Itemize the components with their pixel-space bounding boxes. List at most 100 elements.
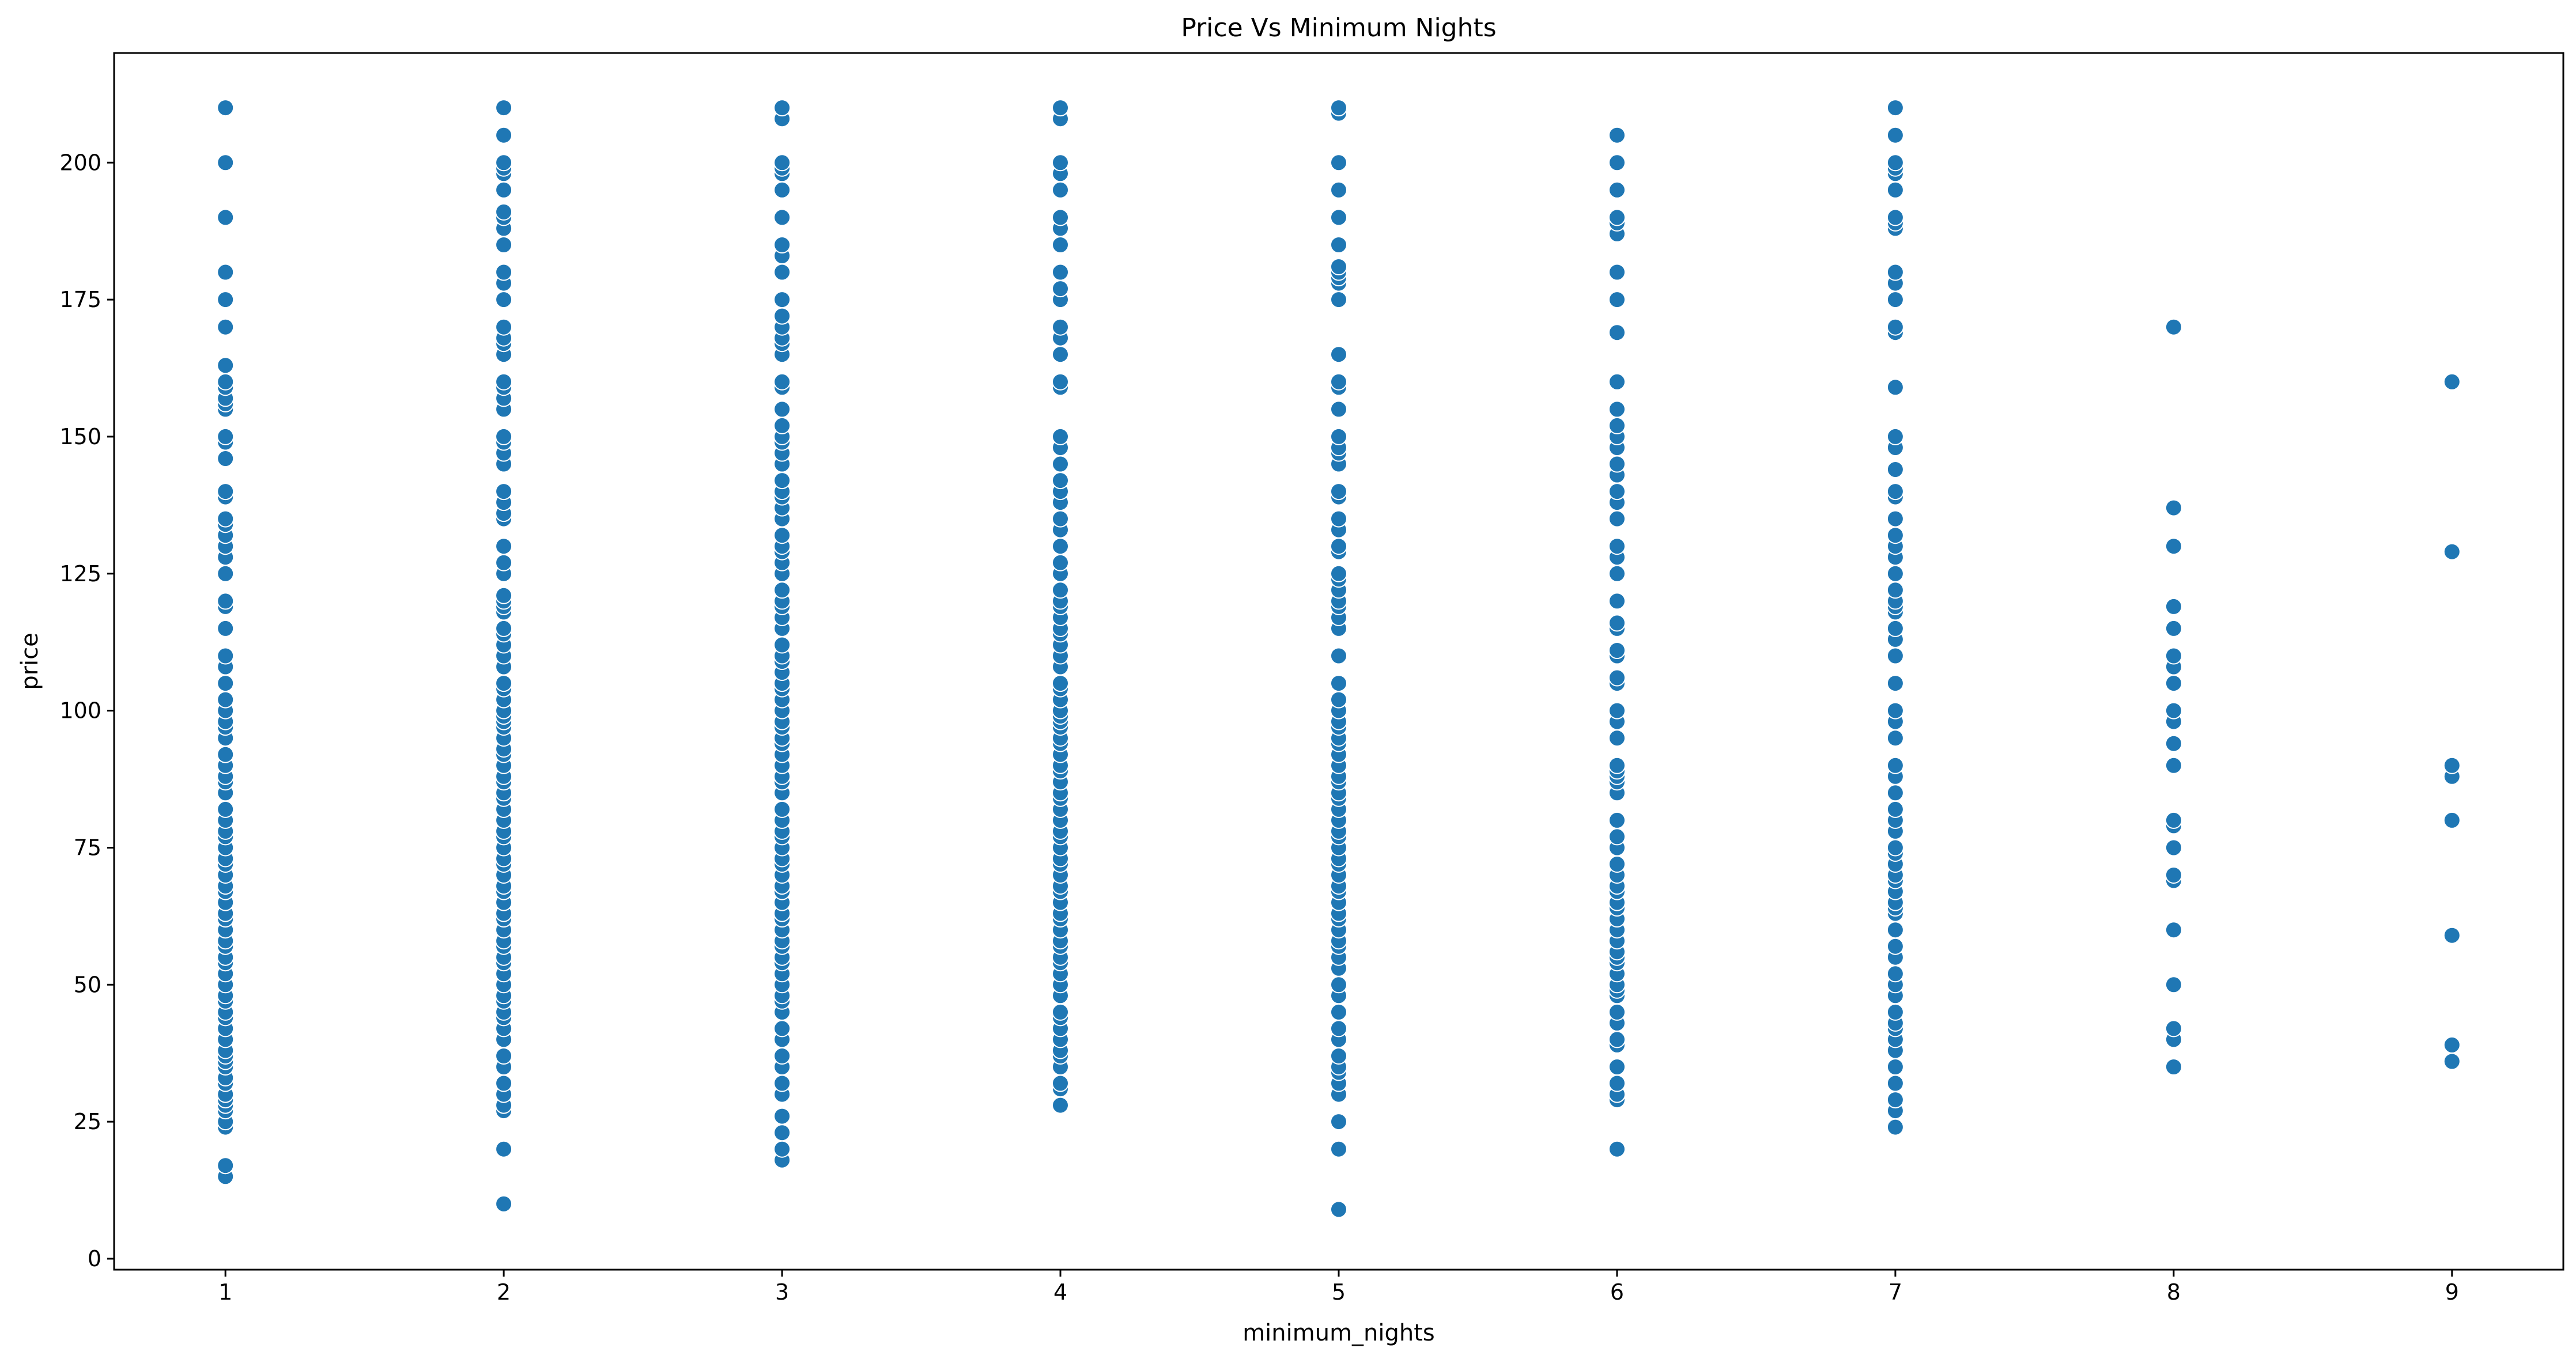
- data-point: [1608, 209, 1626, 226]
- data-point: [1608, 455, 1626, 473]
- data-point: [1608, 537, 1626, 555]
- data-point: [2165, 537, 2182, 555]
- data-point: [2165, 866, 2182, 884]
- data-point: [495, 203, 513, 221]
- data-point: [1886, 647, 1904, 665]
- data-point: [2165, 839, 2182, 857]
- data-point: [1886, 965, 1904, 983]
- x-tick-label: 3: [775, 1279, 789, 1305]
- data-point: [495, 1140, 513, 1158]
- y-tick-label: 125: [59, 561, 101, 586]
- data-point: [217, 99, 235, 117]
- data-point: [1886, 209, 1904, 226]
- data-point: [217, 800, 235, 818]
- data-point: [495, 537, 513, 555]
- x-tick-label: 4: [1053, 1279, 1067, 1305]
- data-point: [1052, 318, 1069, 336]
- data-point: [1052, 510, 1069, 528]
- data-point: [1330, 675, 1347, 692]
- data-point: [773, 209, 791, 226]
- data-point: [1052, 1003, 1069, 1021]
- data-point: [1052, 280, 1069, 298]
- data-point: [1052, 1074, 1069, 1092]
- data-point: [1052, 181, 1069, 199]
- data-point: [495, 181, 513, 199]
- data-point: [1330, 373, 1347, 391]
- data-point: [1608, 1058, 1626, 1076]
- data-point: [217, 357, 235, 374]
- data-point: [2165, 811, 2182, 829]
- data-point: [1052, 581, 1069, 599]
- data-point: [1886, 800, 1904, 818]
- data-point: [1886, 427, 1904, 445]
- x-axis-label: minimum_nights: [1242, 1320, 1435, 1346]
- data-point: [495, 99, 513, 117]
- data-point: [773, 581, 791, 599]
- data-point: [1330, 1201, 1347, 1218]
- y-axis: 0 25 50 75 100 125 150 175 200: [59, 150, 114, 1271]
- data-point: [1052, 236, 1069, 253]
- data-point: [2443, 926, 2461, 944]
- data-point: [773, 373, 791, 391]
- points-layer: [217, 99, 2461, 1218]
- data-point: [1330, 510, 1347, 528]
- data-point: [1608, 1074, 1626, 1092]
- data-point: [2165, 921, 2182, 939]
- data-point: [1608, 291, 1626, 309]
- data-point: [495, 373, 513, 391]
- data-point: [217, 565, 235, 582]
- data-point: [773, 527, 791, 544]
- data-point: [495, 263, 513, 281]
- data-point: [1052, 554, 1069, 571]
- data-point: [1052, 537, 1069, 555]
- data-point: [1330, 99, 1347, 117]
- data-point: [2165, 675, 2182, 692]
- data-point: [1330, 236, 1347, 253]
- data-point: [1608, 1003, 1626, 1021]
- data-point: [1608, 154, 1626, 172]
- data-point: [2443, 373, 2461, 391]
- data-point: [1330, 291, 1347, 309]
- data-point: [1052, 1096, 1069, 1114]
- data-point: [1886, 378, 1904, 396]
- x-axis: 1 2 3 4 5 6 7 8 9: [218, 1270, 2459, 1305]
- data-point: [1052, 99, 1069, 117]
- data-point: [495, 236, 513, 253]
- data-point: [773, 1074, 791, 1092]
- y-tick-label: 150: [59, 424, 101, 449]
- data-point: [217, 154, 235, 172]
- data-point: [217, 745, 235, 763]
- y-tick-label: 75: [74, 835, 101, 860]
- data-point: [1608, 510, 1626, 528]
- data-point: [2443, 811, 2461, 829]
- data-point: [2165, 702, 2182, 720]
- data-point: [217, 647, 235, 665]
- data-point: [1886, 461, 1904, 478]
- data-point: [1608, 828, 1626, 846]
- data-point: [1330, 154, 1347, 172]
- data-point: [1330, 483, 1347, 501]
- data-point: [1330, 1003, 1347, 1021]
- data-point: [1052, 346, 1069, 364]
- data-point: [1886, 565, 1904, 582]
- data-point: [217, 619, 235, 637]
- data-point: [1886, 154, 1904, 172]
- data-point: [2443, 1052, 2461, 1070]
- data-point: [495, 1195, 513, 1213]
- data-point: [1886, 510, 1904, 528]
- data-point: [1886, 1003, 1904, 1021]
- x-tick-label: 7: [1888, 1279, 1902, 1305]
- data-point: [1886, 99, 1904, 117]
- data-point: [1608, 1031, 1626, 1048]
- data-point: [1886, 318, 1904, 336]
- x-tick-label: 6: [1610, 1279, 1624, 1305]
- data-point: [1052, 427, 1069, 445]
- data-point: [495, 586, 513, 604]
- data-point: [1608, 855, 1626, 873]
- data-point: [217, 427, 235, 445]
- data-point: [495, 318, 513, 336]
- data-point: [773, 400, 791, 418]
- data-point: [217, 691, 235, 709]
- data-point: [1886, 937, 1904, 955]
- data-point: [1608, 642, 1626, 659]
